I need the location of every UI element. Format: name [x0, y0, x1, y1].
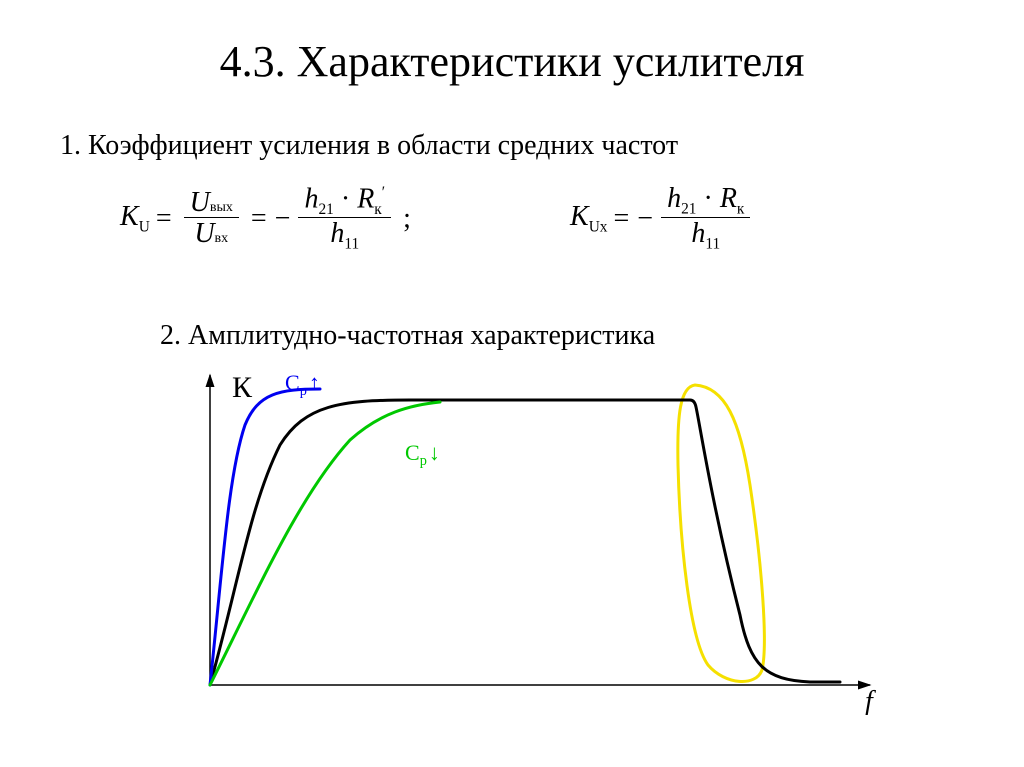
equation-2: KUx = − h21 · Rк h11 [570, 185, 756, 252]
svg-text:f: f [865, 686, 876, 715]
equation-1: KU = Uвых Uвх = − h21 · Rк′ h11 ; [120, 185, 417, 252]
frequency-response-chart: Кf Cр↑ Cр↓ [150, 365, 890, 715]
item1-text: 1. Коэффициент усиления в области средни… [60, 130, 678, 162]
svg-text:К: К [232, 371, 253, 404]
svg-text:Cр↑: Cр↑ [285, 370, 320, 399]
svg-text:Cр↓: Cр↓ [405, 440, 440, 469]
item2-text: 2. Амплитудно-частотная характеристика [160, 320, 655, 352]
slide-title: 4.3. Характеристики усилителя [0, 0, 1024, 87]
